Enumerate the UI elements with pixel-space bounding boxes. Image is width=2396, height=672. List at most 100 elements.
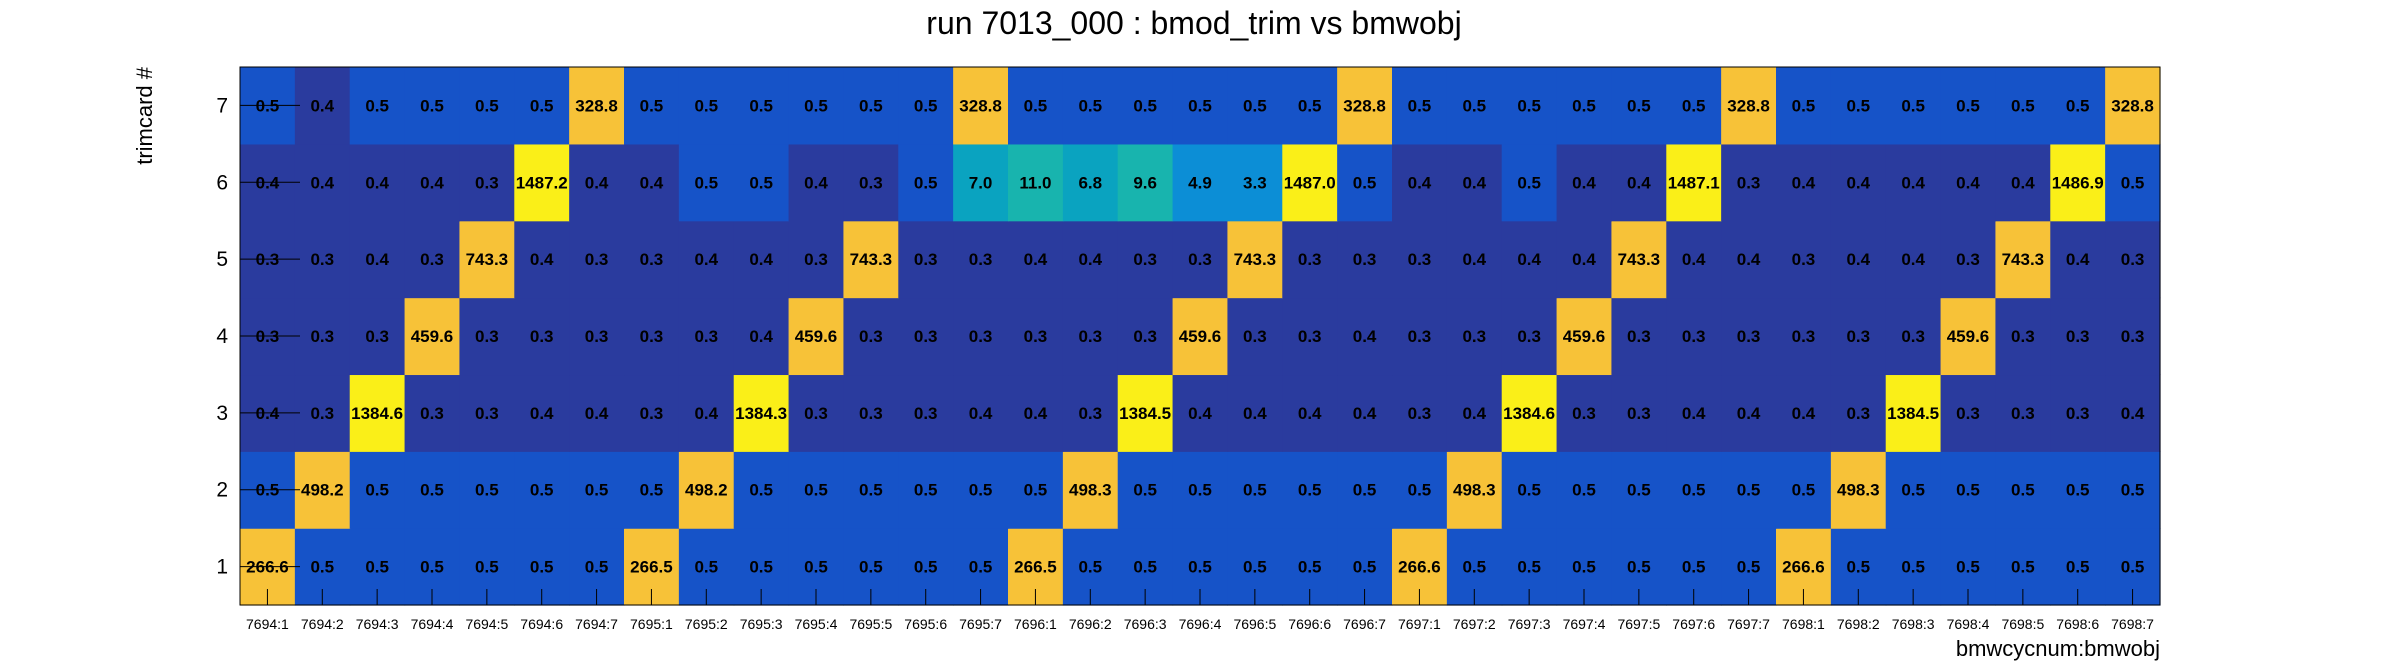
cell-value-label: 0.5 <box>1133 558 1157 577</box>
heatmap-cell <box>1885 297 1942 376</box>
heatmap-cell <box>1666 67 1722 145</box>
cell-value-label: 0.5 <box>1188 558 1212 577</box>
x-tick-label: 7697:1 <box>1398 616 1441 632</box>
x-tick-label: 7695:3 <box>740 616 783 632</box>
x-axis-label: bmwcycnum:bmwobj <box>1956 636 2160 661</box>
cell-value-label: 0.5 <box>1682 96 1706 115</box>
cell-value-label: 0.4 <box>2066 250 2090 269</box>
cell-value-label: 0.5 <box>2121 481 2145 500</box>
heatmap-cell <box>294 297 351 376</box>
cell-value-label: 0.5 <box>1572 558 1596 577</box>
x-tick-label: 7697:5 <box>1617 616 1660 632</box>
y-axis: 1 2 3 4 5 6 7 <box>216 94 300 579</box>
heatmap-cell <box>1776 67 1832 145</box>
y-tick-label: 3 <box>216 402 228 425</box>
heatmap-cell <box>1501 297 1558 376</box>
cell-value-label: 0.3 <box>475 404 499 423</box>
heatmap-cell <box>294 374 351 452</box>
cell-value-label: 0.3 <box>475 173 499 192</box>
heatmap-cell <box>404 297 461 376</box>
cell-value-label: 0.5 <box>475 481 499 500</box>
x-tick-label: 7697:2 <box>1453 616 1496 632</box>
cell-value-label: 1384.6 <box>351 404 403 423</box>
heatmap-cell <box>1611 297 1667 376</box>
heatmap-cell <box>788 297 845 376</box>
heatmap-cell <box>1008 451 1064 529</box>
cell-value-label: 0.3 <box>1627 404 1651 423</box>
cell-value-label: 0.3 <box>804 404 828 423</box>
heatmap-cell <box>1117 143 1174 222</box>
heatmap-cell <box>624 451 680 529</box>
cell-value-label: 0.5 <box>1188 481 1212 500</box>
cell-value-label: 0.4 <box>1737 250 1761 269</box>
cell-value-label: 0.4 <box>1024 404 1048 423</box>
cell-value-label: 328.8 <box>575 96 618 115</box>
x-tick-label: 7695:2 <box>685 616 728 632</box>
cell-value-label: 0.4 <box>1682 250 1706 269</box>
cell-value-label: 0.5 <box>1572 481 1596 500</box>
heatmap-cell <box>2050 297 2106 376</box>
heatmap-cell <box>349 143 406 222</box>
cell-value-label: 0.3 <box>310 327 334 346</box>
x-tick-label: 7695:6 <box>904 616 947 632</box>
heatmap-cell <box>1611 374 1667 452</box>
cell-value-label: 0.5 <box>1133 96 1157 115</box>
cell-value-label: 0.5 <box>640 96 664 115</box>
cell-value-label: 0.5 <box>1901 96 1925 115</box>
cell-value-label: 0.3 <box>859 404 883 423</box>
cell-value-label: 0.3 <box>2011 404 2035 423</box>
heatmap-cell <box>1282 143 1338 222</box>
cell-value-label: 0.5 <box>365 96 389 115</box>
cell-value-label: 0.5 <box>694 558 718 577</box>
cell-value-label: 0.4 <box>365 173 389 192</box>
heatmap-cell <box>1940 451 1997 529</box>
cell-value-label: 0.3 <box>1078 404 1102 423</box>
heatmap-cell <box>1995 67 2051 145</box>
cell-value-label: 0.3 <box>1188 250 1212 269</box>
heatmap-cell <box>733 451 790 529</box>
cell-value-label: 0.5 <box>2011 558 2035 577</box>
cell-value-label: 0.5 <box>420 96 444 115</box>
cell-value-label: 0.5 <box>1078 558 1102 577</box>
cell-value-label: 266.6 <box>1782 558 1825 577</box>
y-tick-label: 5 <box>216 248 228 271</box>
cell-value-label: 0.3 <box>1024 327 1048 346</box>
heatmap-cell <box>404 220 461 299</box>
heatmap-cell <box>1830 220 1887 299</box>
cell-value-label: 0.4 <box>1462 250 1486 269</box>
cell-value-label: 0.5 <box>2011 96 2035 115</box>
heatmap-cell <box>1721 143 1777 222</box>
y-axis-label: trimcard # <box>132 66 157 165</box>
heatmap-cell <box>2105 374 2161 452</box>
heatmap-cell <box>678 451 735 529</box>
x-tick-label: 7698:2 <box>1837 616 1880 632</box>
cell-value-label: 0.5 <box>1408 96 1432 115</box>
x-tick-label: 7698:7 <box>2111 616 2154 632</box>
heatmap-cell <box>1940 297 1997 376</box>
cell-value-label: 498.2 <box>301 481 344 500</box>
heatmap-cell <box>404 374 461 452</box>
heatmap-cell <box>1666 451 1722 529</box>
cell-value-label: 0.3 <box>640 327 664 346</box>
cell-value-label: 0.4 <box>969 404 993 423</box>
heatmap-cell <box>1940 374 1997 452</box>
cell-value-label: 0.5 <box>1956 558 1980 577</box>
heatmap-cell <box>1446 374 1503 452</box>
cell-value-label: 0.3 <box>2066 404 2090 423</box>
heatmap-cell <box>788 220 845 299</box>
heatmap-cell <box>2105 220 2161 299</box>
heatmap-cell <box>1830 67 1887 145</box>
cell-value-label: 0.5 <box>1243 481 1267 500</box>
cell-value-label: 0.5 <box>914 481 938 500</box>
heatmap-cell <box>1556 297 1613 376</box>
heatmap-cell <box>1611 220 1667 299</box>
cell-value-label: 0.5 <box>2066 481 2090 500</box>
cell-value-label: 0.5 <box>1737 481 1761 500</box>
cell-value-label: 0.5 <box>1243 558 1267 577</box>
heatmap-cell <box>1062 297 1119 376</box>
heatmap-cell <box>1008 67 1064 145</box>
cell-value-label: 1487.1 <box>1668 173 1720 192</box>
cell-value-label: 0.3 <box>585 327 609 346</box>
heatmap-cell <box>459 67 515 145</box>
heatmap-cell <box>624 297 680 376</box>
